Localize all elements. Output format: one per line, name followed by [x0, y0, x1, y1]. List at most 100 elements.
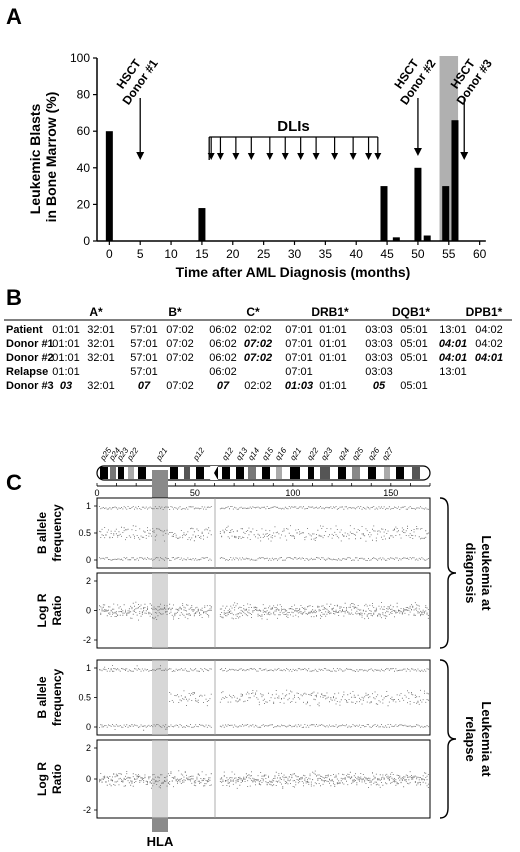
allele-cell: 07:01 [285, 352, 313, 364]
x-tick-label: 0 [106, 247, 113, 261]
y-axis-title-line-2: in Bone Marrow (%) [43, 92, 59, 223]
hla-table: A* B* C* DRB1* DQB1* DPB1* Patient 01:01 32:01 5… [4, 305, 512, 392]
x-tick-label: 40 [350, 247, 364, 261]
track-tick-label: 0.5 [78, 528, 91, 538]
panel-c-letter: C [6, 470, 22, 495]
hsct-arrow-head [460, 152, 469, 160]
track-tick-label: 0.5 [78, 693, 91, 703]
track-3: 1 0.5 0 B allelefrequency [35, 659, 431, 736]
row-label: Donor #1 [6, 338, 54, 350]
group-label: Leukemia atdiagnosis [463, 535, 494, 611]
allele-cell: 32:01 [87, 324, 115, 336]
dli-arrow-head [374, 153, 382, 160]
band-label: q16 [273, 446, 288, 463]
allele-cell: 06:02 [209, 324, 237, 336]
snp-scatter [99, 601, 429, 621]
track-y-label: Log RRatio [35, 762, 64, 796]
chromosome-band [248, 467, 256, 479]
allele-cell: 32:01 [87, 338, 115, 350]
hla-highlight-top [152, 470, 168, 500]
chromosome-band [412, 467, 420, 479]
track-tick-label: 0 [86, 722, 91, 732]
table-row: Patient 01:01 32:01 57:01 07:02 06:02 02:02 07:… [6, 324, 503, 336]
dli-arrow-head [365, 153, 373, 160]
x-tick-label: 5 [137, 247, 144, 261]
track-1: 1 0.5 0 B allelefrequency [35, 497, 431, 569]
allele-cell: 04:01 [439, 338, 467, 350]
hla-label: HLA [147, 834, 174, 849]
scale-label: 150 [383, 488, 398, 498]
snp-scatter [99, 665, 429, 731]
table-row: Donor #201:01 32:01 57:01 07:02 06:02 07:02 07… [6, 352, 503, 364]
bar-3 [392, 237, 400, 241]
scale-label: 100 [285, 488, 300, 498]
bar-6 [442, 186, 450, 241]
x-tick-label: 50 [411, 247, 425, 261]
row-label: Donor #2 [6, 352, 54, 364]
dli-arrow-head [247, 153, 255, 160]
track-y-label-line: Ratio [50, 764, 64, 794]
chromosome-band [110, 467, 116, 479]
x-tick-label: 25 [257, 247, 271, 261]
row-label: Patient [6, 324, 43, 336]
track-tick-label: -2 [83, 635, 91, 645]
group-label-line: relapse [463, 716, 478, 762]
allele-cell: 06:02 [209, 352, 237, 364]
chromosome-band [276, 467, 282, 479]
blast-chart: 0 20 40 60 80 100 0 5 10 15 20 25 30 35 40 45 50 55 60 HS… [27, 51, 495, 280]
hsct-arrow-head [413, 148, 422, 156]
track-y-label-line: Log R [35, 762, 49, 796]
y-tick-label: 100 [70, 51, 90, 65]
group-label-line: Leukemia at [479, 701, 494, 777]
dli-arrow-head [281, 153, 289, 160]
band-label: q26 [366, 446, 381, 463]
band-label: q24 [336, 446, 351, 463]
allele-cell: 07:02 [166, 380, 194, 392]
hla-band [152, 740, 168, 818]
chromosome-band [196, 467, 204, 479]
allele-cell: 02:02 [244, 324, 272, 336]
x-tick-label: 30 [288, 247, 302, 261]
group-label: Leukemia atrelapse [463, 701, 494, 777]
allele-cell: 13:01 [439, 366, 467, 378]
track-tick-label: 1 [86, 501, 91, 511]
band-label: p22 [125, 446, 141, 463]
hla-band [152, 660, 168, 735]
track-tick-label: 0 [86, 774, 91, 784]
track-y-label-line: frequency [50, 669, 64, 727]
chromosome-band [184, 467, 190, 479]
allele-cell: 01:01 [52, 338, 80, 350]
track-tick-label: 2 [86, 576, 91, 586]
chromosome-band [308, 467, 314, 479]
track-tick-label: 2 [86, 743, 91, 753]
chromosome-band [214, 467, 218, 479]
allele-cell: 03:03 [365, 324, 393, 336]
chromosome-band [352, 467, 360, 479]
allele-cell: 07:01 [285, 324, 313, 336]
dli-arrow-head [312, 153, 320, 160]
track-tick-label: 1 [86, 663, 91, 673]
band-label: q15 [260, 446, 275, 463]
band-label: q22 [305, 446, 320, 463]
chromosome-band [384, 467, 390, 479]
dli-arrow-head [232, 153, 240, 160]
x-tick-label: 35 [319, 247, 333, 261]
track-4: 2 0 -2 Log RRatio [35, 739, 431, 819]
row-label: Relapse [6, 366, 48, 378]
x-axis-title: Time after AML Diagnosis (months) [176, 264, 411, 280]
allele-cell: 57:01 [130, 324, 158, 336]
x-tick-label: 15 [195, 247, 209, 261]
y-tick-label: 80 [77, 88, 91, 102]
allele-cell: 32:01 [87, 352, 115, 364]
allele-cell: 05:01 [400, 338, 428, 350]
table-row: Relapse 01:01 57:01 06:02 07:01 03:03 13:01 [6, 366, 467, 378]
allele-cell: 01:03 [285, 380, 313, 392]
allele-cell: 01:01 [52, 324, 80, 336]
group-label-line: Leukemia at [479, 535, 494, 611]
chromosome-band [290, 467, 300, 479]
track-y-label: Log RRatio [35, 593, 64, 627]
group-label-line: diagnosis [463, 543, 478, 604]
band-label: p12 [191, 446, 207, 463]
track-y-label: B allelefrequency [35, 504, 64, 562]
